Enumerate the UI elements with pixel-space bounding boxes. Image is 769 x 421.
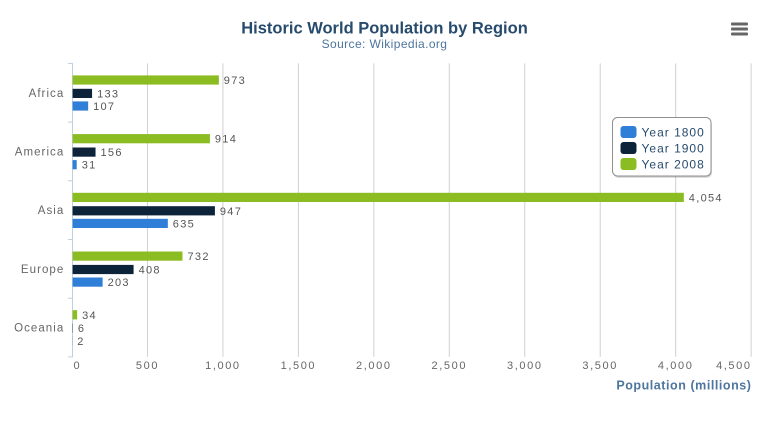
svg-text:America: America <box>15 146 65 158</box>
svg-text:408: 408 <box>139 265 161 277</box>
svg-text:4,500: 4,500 <box>716 360 752 372</box>
svg-text:4,000: 4,000 <box>658 360 694 372</box>
svg-text:Oceania: Oceania <box>14 323 64 335</box>
svg-text:Year 1900: Year 1900 <box>642 142 705 156</box>
svg-text:732: 732 <box>188 251 210 263</box>
svg-text:Source: Wikipedia.org: Source: Wikipedia.org <box>322 37 448 51</box>
svg-text:3,000: 3,000 <box>507 360 543 372</box>
svg-text:Year 2008: Year 2008 <box>642 158 705 172</box>
svg-text:31: 31 <box>82 160 97 172</box>
svg-text:0: 0 <box>74 360 82 372</box>
svg-text:6: 6 <box>78 323 85 335</box>
svg-text:156: 156 <box>101 147 123 159</box>
svg-text:133: 133 <box>97 88 119 100</box>
svg-text:Year 1800: Year 1800 <box>642 126 705 140</box>
svg-text:Historic World Population by R: Historic World Population by Region <box>241 20 528 38</box>
svg-text:Asia: Asia <box>38 205 65 217</box>
svg-text:635: 635 <box>173 218 195 230</box>
svg-text:1,500: 1,500 <box>281 360 317 372</box>
svg-text:973: 973 <box>224 75 246 87</box>
svg-text:34: 34 <box>82 310 97 322</box>
svg-text:3,500: 3,500 <box>582 360 618 372</box>
svg-text:Population (millions): Population (millions) <box>616 379 751 393</box>
svg-text:500: 500 <box>136 360 159 372</box>
svg-text:2,000: 2,000 <box>356 360 392 372</box>
svg-text:2,500: 2,500 <box>432 360 468 372</box>
svg-text:Europe: Europe <box>21 264 64 276</box>
svg-text:203: 203 <box>108 277 130 289</box>
svg-text:1,000: 1,000 <box>205 360 241 372</box>
svg-text:2: 2 <box>77 336 84 348</box>
svg-text:947: 947 <box>220 206 242 218</box>
svg-text:Africa: Africa <box>29 88 65 100</box>
svg-text:914: 914 <box>215 134 237 146</box>
svg-text:107: 107 <box>93 101 115 113</box>
svg-text:4,054: 4,054 <box>689 192 723 204</box>
